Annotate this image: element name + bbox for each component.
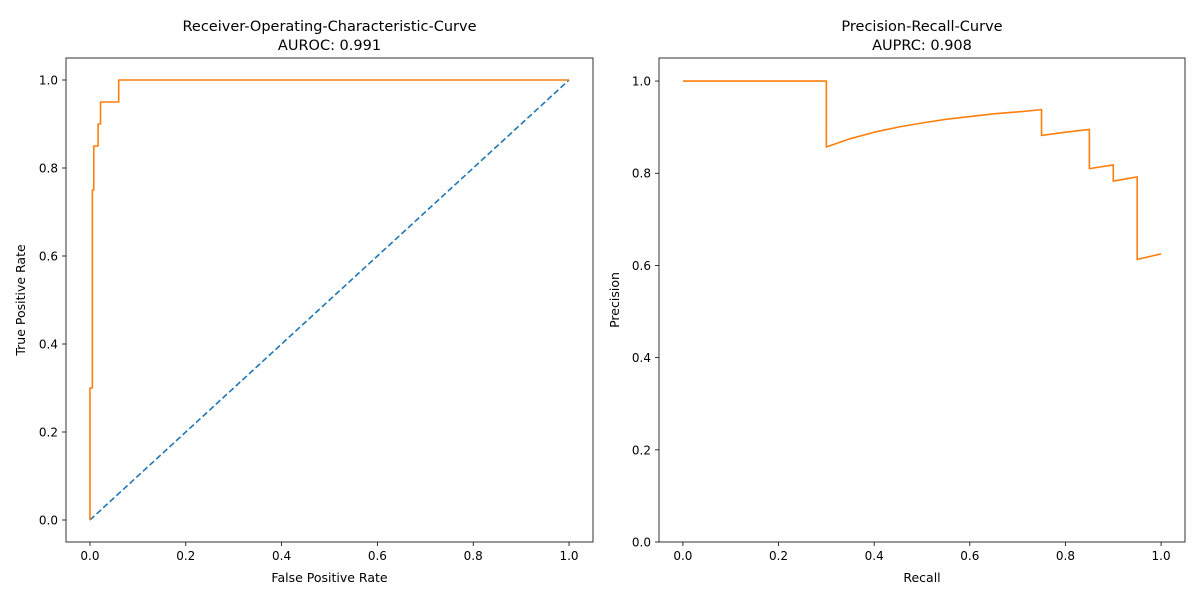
roc-x-tick-label: 0.6: [368, 549, 387, 563]
roc-x-axis-label: False Positive Rate: [271, 570, 387, 585]
roc-y-tick-label: 0.8: [39, 162, 58, 176]
pr-x-tick-label: 0.6: [960, 549, 979, 563]
pr-x-axis-label: Recall: [903, 570, 940, 585]
pr-series-line-curve: [682, 80, 1162, 261]
pr-series: [682, 80, 1162, 261]
roc-title: Receiver-Operating-Characteristic-Curve: [182, 19, 476, 35]
roc-x-tick-label: 0.4: [272, 549, 291, 563]
pr-x-tick-label: 0.2: [769, 549, 788, 563]
pr-y-tick-label: 0.0: [632, 536, 651, 550]
roc-y-tick-label: 0.6: [39, 250, 58, 264]
roc-x-tick-label: 0.2: [176, 549, 195, 563]
pr-x-tick-label: 0.4: [865, 549, 884, 563]
roc-x-tick-label: 0.0: [80, 549, 99, 563]
pr-axes-frame: [658, 57, 1186, 543]
roc-x-tick-label: 1.0: [559, 549, 578, 563]
pr-x-tick-label: 0.0: [673, 549, 692, 563]
pr-y-tick-label: 1.0: [632, 75, 651, 89]
pr-y-axis-label: Precision: [607, 272, 622, 328]
pr-subtitle: AUPRC: 0.908: [872, 38, 972, 54]
pr-y-tick-label: 0.6: [632, 259, 651, 273]
pr-x-tick-label: 0.8: [1056, 549, 1075, 563]
pr-x-tick-label: 1.0: [1152, 549, 1171, 563]
roc-series-line-curve: [89, 79, 570, 520]
pr-plot: Precision-Recall-Curve AUPRC: 0.908 0.0 0…: [607, 19, 1186, 585]
roc-series: [89, 79, 570, 521]
roc-x-tick-label: 0.8: [464, 549, 483, 563]
roc-subtitle: AUROC: 0.991: [278, 38, 381, 54]
roc-y-tick-label: 1.0: [39, 74, 58, 88]
roc-axes-frame: [65, 57, 594, 543]
pr-title: Precision-Recall-Curve: [841, 19, 1002, 35]
pr-y-tick-label: 0.2: [632, 443, 651, 457]
pr-y-tick-label: 0.8: [632, 167, 651, 181]
roc-y-tick-label: 0.4: [39, 338, 58, 352]
pr-y-tick-label: 0.4: [632, 351, 651, 365]
roc-ticks: 0.0 0.2 0.4 0.6 0.8 1.0 0.0 0.2 0.4 0.6 0.8 1.0: [39, 74, 579, 564]
roc-series-line-diagonal: [89, 79, 570, 521]
roc-plot: Receiver-Operating-Characteristic-Curve …: [13, 19, 594, 585]
pr-ticks: 0.0 0.2 0.4 0.6 0.8 1.0 0.0 0.2 0.4 0.6 0.8 1.0: [632, 75, 1171, 563]
roc-y-tick-label: 0.0: [39, 514, 58, 528]
roc-y-axis-label: True Positive Rate: [13, 244, 28, 357]
roc-y-tick-label: 0.2: [39, 426, 58, 440]
